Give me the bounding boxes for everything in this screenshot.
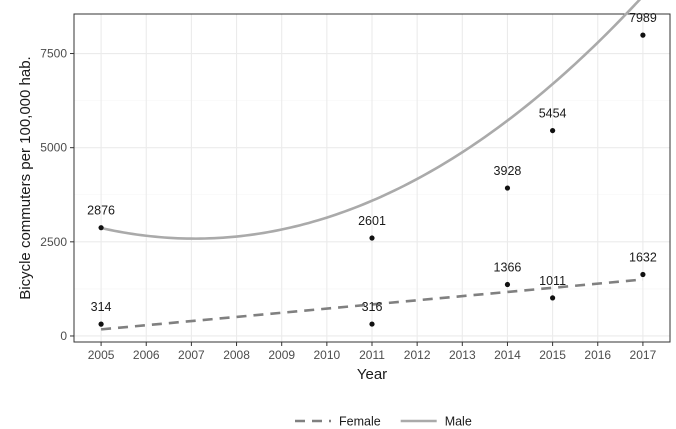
x-tick-label: 2016 [584,348,611,362]
data-point-female [504,281,511,288]
x-tick-label: 2005 [88,348,115,362]
data-label-male: 2876 [87,204,115,218]
x-tick-label: 2017 [630,348,657,362]
grid-major [74,14,670,342]
x-axis: 2005 2006 2007 2008 2009 2010 2011 2012 2013 2014… [88,342,657,362]
data-point-male [640,32,646,38]
x-tick-label: 2014 [494,348,521,362]
y-tick-label: 7500 [40,47,67,61]
data-labels: 314 316 1366 1011 1632 2876 2601 3928 5454 7989 [87,11,657,314]
x-tick-label: 2010 [313,348,340,362]
data-points [98,32,646,327]
data-label-female: 1632 [629,251,657,265]
y-tick-label: 5000 [40,141,67,155]
data-label-female: 1011 [539,274,566,288]
y-axis-title: Bicycle commuters per 100,000 hab. [17,56,34,299]
trend-line-male [100,0,642,240]
data-label-male: 2601 [358,214,386,228]
x-tick-label: 2012 [404,348,431,362]
data-label-male: 3928 [494,164,522,178]
x-axis-title: Year [357,366,387,383]
data-label-male: 7989 [629,11,657,25]
data-point-female [550,295,556,301]
y-tick-label: 2500 [40,235,67,249]
data-label-female: 314 [91,300,112,314]
data-label-female: 1366 [494,261,522,275]
x-tick-label: 2011 [359,348,385,362]
y-tick-label: 0 [60,329,67,343]
data-point-male [504,185,511,191]
data-point-female [640,271,646,278]
data-point-female [369,321,375,327]
x-tick-label: 2013 [449,348,476,362]
data-point-male [369,235,375,241]
data-point-male [98,225,104,231]
x-tick-label: 2007 [178,348,205,362]
data-label-female: 316 [362,300,383,314]
data-point-male [550,127,556,134]
legend-label-male: Male [445,415,472,429]
legend: Female Male [295,415,472,429]
x-tick-label: 2006 [133,348,160,362]
trend-lines [100,0,644,331]
data-label-male: 5454 [539,107,567,121]
legend-label-female: Female [339,415,381,429]
y-axis: 0 2500 5000 7500 [40,47,74,343]
data-point-female [98,321,104,327]
x-tick-label: 2008 [223,348,250,362]
x-tick-label: 2015 [539,348,566,362]
trend-line-female [100,278,644,331]
x-tick-label: 2009 [268,348,295,362]
